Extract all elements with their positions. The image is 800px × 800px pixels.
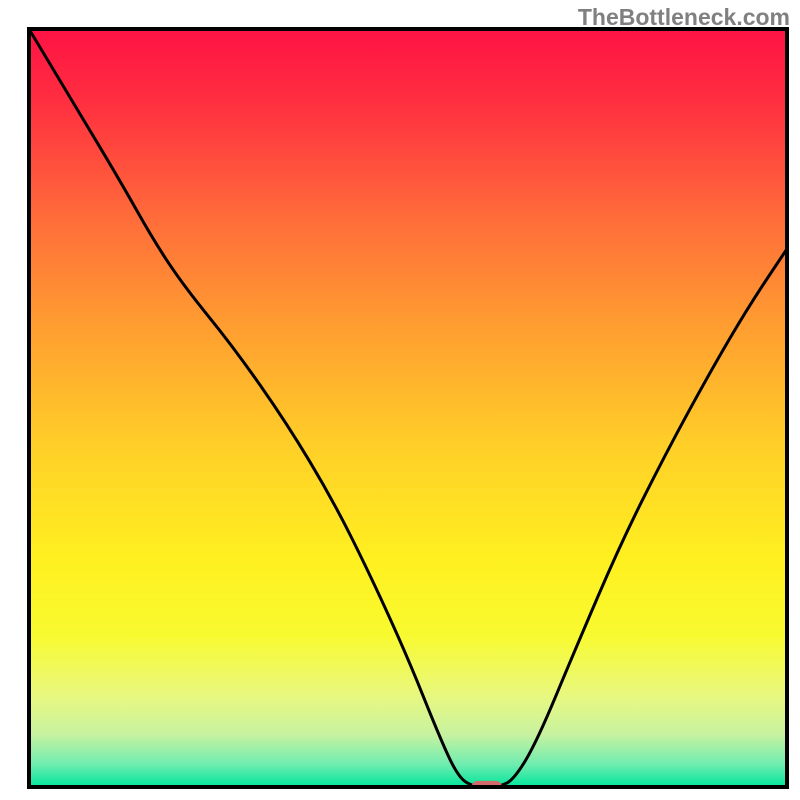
gradient-background [29, 29, 787, 787]
watermark-text: TheBottleneck.com [578, 4, 790, 31]
bottleneck-chart [0, 0, 800, 800]
chart-svg [0, 0, 800, 800]
